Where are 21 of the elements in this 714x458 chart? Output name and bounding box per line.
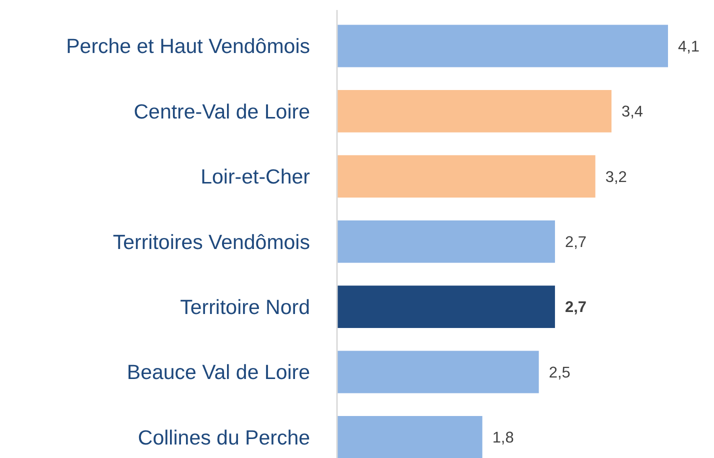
data-label: 2,7: [564, 299, 587, 316]
bar: [337, 286, 555, 328]
data-label: 1,8: [492, 430, 514, 447]
data-label: 2,7: [564, 234, 587, 252]
bar: [337, 90, 612, 132]
y-tick-label: Loir-et-Cher: [200, 166, 310, 189]
bar: [337, 350, 539, 394]
y-tick-label: Beauce Val de Loire: [126, 361, 310, 384]
data-label: 4,1: [678, 38, 700, 56]
y-tick-label: Centre-Val de Loire: [134, 100, 310, 124]
bar: [337, 220, 555, 263]
y-tick-label: Territoires Vendômois: [112, 230, 310, 254]
bar: [337, 416, 482, 458]
data-label: 3,2: [605, 168, 627, 186]
y-tick-label: Collines du Perche: [138, 426, 310, 450]
data-label: 2,5: [548, 364, 570, 382]
bar: [337, 24, 668, 68]
bar: [337, 155, 596, 198]
data-label: 3,4: [621, 104, 644, 121]
y-tick-label: Territoire Nord: [180, 296, 310, 319]
y-tick-label: Perche et Haut Vendômois: [66, 35, 310, 58]
